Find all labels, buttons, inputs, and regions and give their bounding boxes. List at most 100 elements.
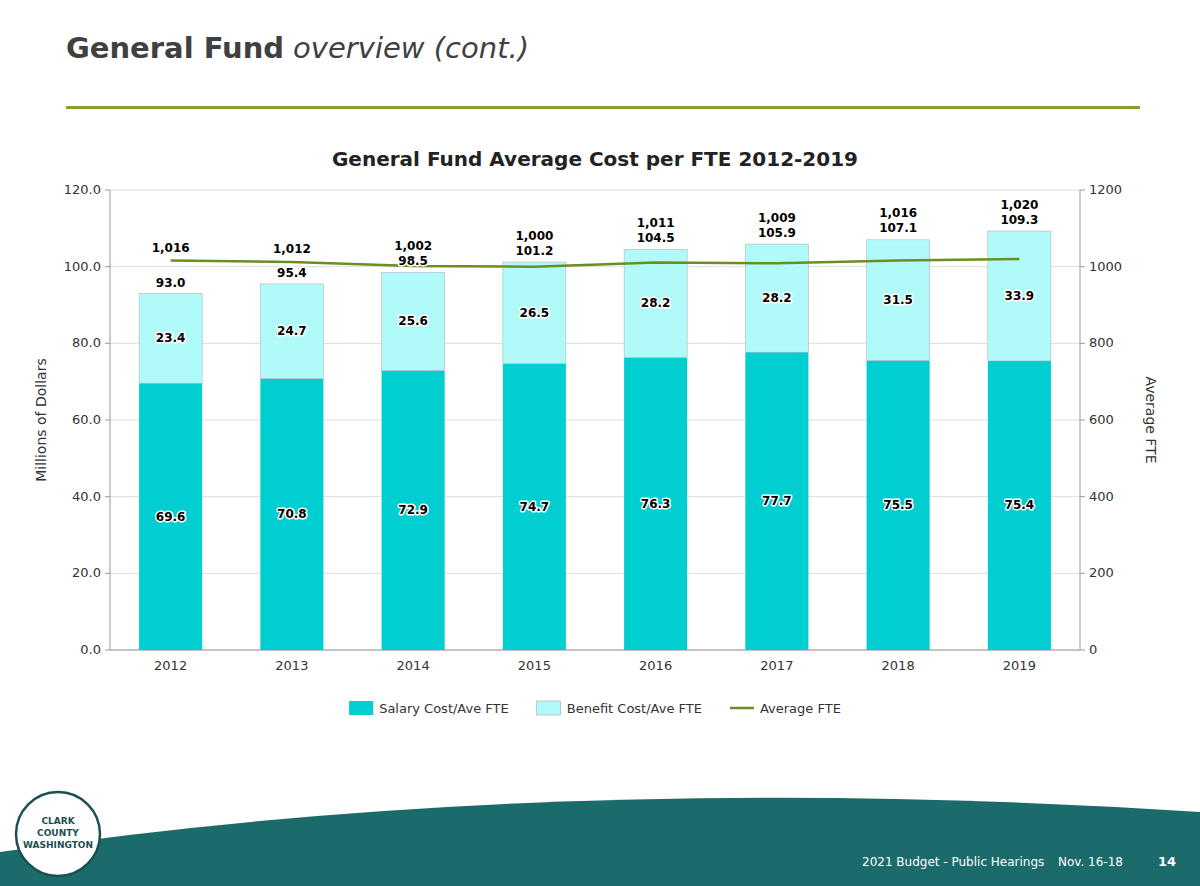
y2-axis-title: Average FTE (1143, 376, 1159, 463)
footer-text: 14 (1158, 854, 1176, 869)
bar-label: 77.7 (762, 494, 792, 508)
axes: 0.0 20.0 40.0 60.0 80.0 100.0 120.0 0 200 400 600 8… (33, 182, 1159, 673)
tick-mark (1080, 266, 1085, 267)
bar-label: 76.3 (641, 497, 671, 511)
logo-circle (16, 792, 100, 876)
bar-label: 70.8 (277, 507, 307, 521)
x-tick-label: 2016 (639, 658, 672, 673)
bar (624, 358, 687, 650)
y2-tick-label: 1000 (1089, 259, 1122, 274)
total-label: 93.0 (156, 276, 186, 290)
grid-line (110, 343, 1080, 344)
tick-mark (1080, 420, 1085, 421)
tick-mark (105, 190, 110, 191)
tick-mark (105, 343, 110, 344)
bar (988, 361, 1051, 650)
y-tick-label: 40.0 (72, 489, 101, 504)
line-label: 1,000 (515, 229, 553, 243)
x-tick-label: 2019 (1003, 658, 1036, 673)
bar (503, 262, 566, 364)
slide-title: General Fund (66, 31, 284, 65)
total-label: 107.1 (879, 221, 917, 235)
footer: 2021 Budget - Public Hearings Nov. 16-18 1… (0, 798, 1200, 886)
bar-label: 72.9 (398, 503, 428, 517)
y2-tick-label: 200 (1089, 565, 1114, 580)
legend-item: Salary Cost/Ave FTE (349, 701, 509, 716)
bar (382, 272, 445, 370)
bar-label: 25.6 (398, 314, 428, 328)
grid-line (110, 650, 1080, 651)
bar-label: 75.4 (1005, 498, 1035, 512)
footer-text: Nov. 16-18 (1058, 855, 1123, 869)
bar (867, 240, 930, 361)
bar-label: 28.2 (641, 296, 671, 310)
y2-tick-label: 0 (1089, 642, 1097, 657)
marks (139, 231, 1051, 650)
tick-mark (105, 266, 110, 267)
legend-label: Benefit Cost/Ave FTE (567, 701, 702, 716)
legend-label: Salary Cost/Ave FTE (379, 701, 509, 716)
legend: Salary Cost/Ave FTE Benefit Cost/Ave FTE A… (349, 701, 841, 716)
bar (988, 231, 1051, 361)
y-axis-line (110, 190, 111, 650)
legend-item: Average FTE (730, 701, 841, 716)
slide-header: General Fund overview (cont.) (66, 31, 1140, 109)
logo-text: CLARK (41, 816, 75, 826)
bar (139, 383, 202, 650)
x-axis-line (110, 650, 1080, 651)
bar (745, 352, 808, 650)
total-label: 104.5 (637, 231, 675, 245)
grid-line (110, 190, 1080, 191)
chart-root: General Fund overview (cont.)General Fund… (0, 0, 1200, 886)
tick-mark (1080, 573, 1085, 574)
separator (66, 106, 1140, 109)
x-tick-label: 2018 (882, 658, 915, 673)
tick-mark (1080, 343, 1085, 344)
legend-label: Average FTE (760, 701, 841, 716)
logo: CLARKCOUNTYWASHINGTON (16, 792, 100, 876)
y-tick-label: 120.0 (64, 182, 101, 197)
x-tick-label: 2017 (760, 658, 793, 673)
y2-tick-label: 600 (1089, 412, 1114, 427)
line-label: 1,020 (1000, 198, 1038, 212)
y-axis-title: Millions of Dollars (33, 358, 49, 482)
line-label: 1,002 (394, 239, 432, 253)
line-label: 1,011 (637, 216, 675, 230)
legend-swatch (349, 701, 373, 715)
legend-item: Benefit Cost/Ave FTE (537, 701, 702, 716)
total-label: 98.5 (398, 254, 428, 268)
bar (139, 294, 202, 384)
total-label: 105.9 (758, 226, 796, 240)
y-tick-label: 80.0 (72, 335, 101, 350)
data-labels: 69.670.872.974.776.377.775.575.423.424.7… (152, 198, 1039, 524)
line-label: 1,016 (879, 206, 917, 220)
legend-swatch (537, 701, 561, 715)
x-tick-label: 2013 (275, 658, 308, 673)
grid-line (110, 266, 1080, 267)
y-tick-label: 60.0 (72, 412, 101, 427)
x-tick-label: 2014 (397, 658, 430, 673)
y2-axis-line (1080, 190, 1081, 650)
total-label: 95.4 (277, 266, 307, 280)
bar-label: 26.5 (520, 306, 550, 320)
grid-line (110, 573, 1080, 574)
footer-band (0, 798, 1200, 886)
bar (260, 284, 323, 379)
legend-swatch (730, 707, 754, 710)
footer-text: 2021 Budget - Public Hearings (862, 855, 1044, 869)
y-tick-label: 20.0 (72, 565, 101, 580)
total-label: 109.3 (1000, 213, 1038, 227)
tick-mark (105, 420, 110, 421)
tick-mark (105, 573, 110, 574)
total-label: 101.2 (515, 244, 553, 258)
y-tick-label: 0.0 (80, 642, 101, 657)
grid-line (110, 420, 1080, 421)
bar (260, 379, 323, 650)
slide-title: overview (cont.) (293, 31, 529, 65)
bar-label: 75.5 (883, 498, 913, 512)
y2-tick-label: 400 (1089, 489, 1114, 504)
bar-label: 31.5 (883, 293, 913, 307)
y-tick-label: 100.0 (64, 259, 101, 274)
y2-tick-label: 800 (1089, 335, 1114, 350)
x-tick-label: 2015 (518, 658, 551, 673)
